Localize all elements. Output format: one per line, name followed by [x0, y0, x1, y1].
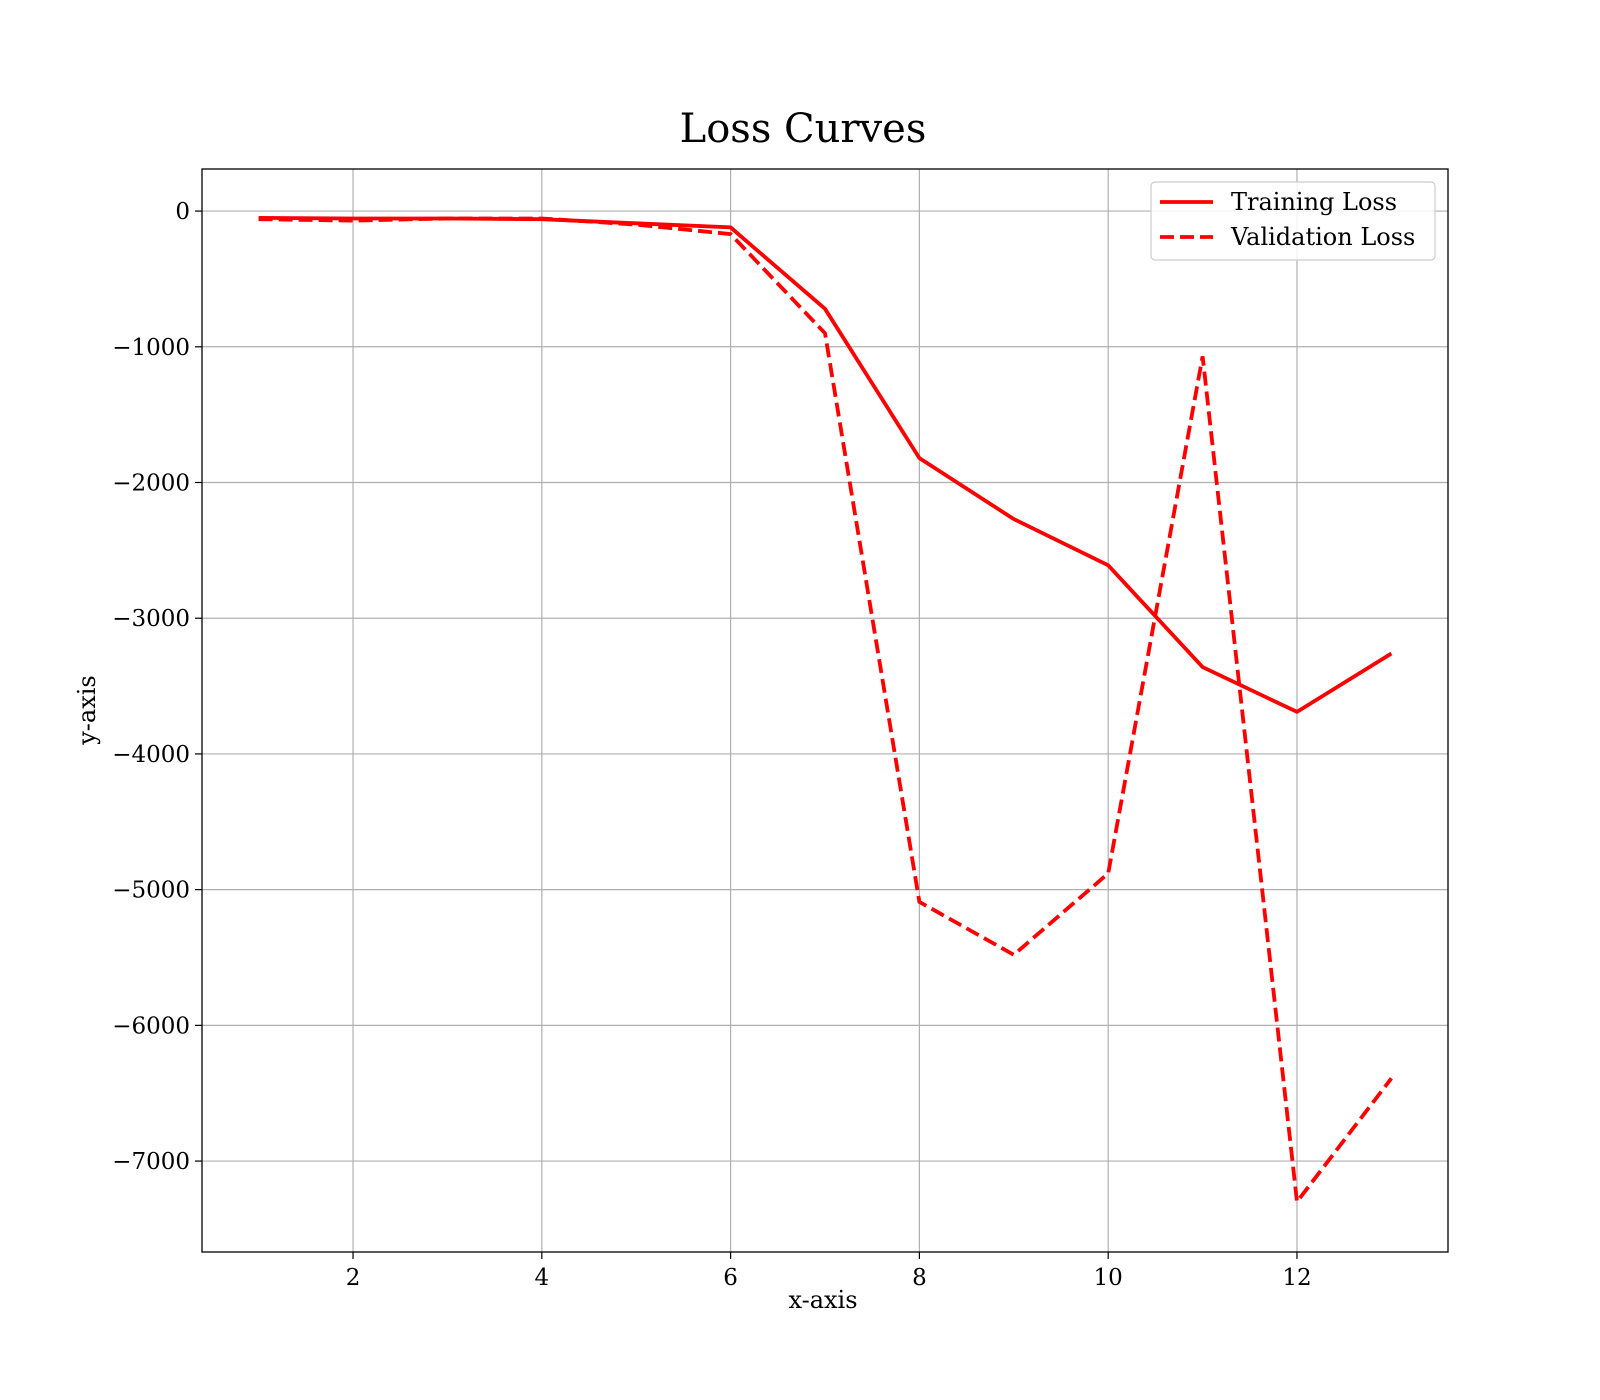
y-tick-label: −6000 — [112, 1013, 190, 1039]
legend-label-training-loss: Training Loss — [1231, 188, 1397, 216]
y-tick-label: −5000 — [112, 878, 190, 904]
y-tick-label: −7000 — [112, 1149, 190, 1175]
axis-ticks: 2 4 6 8 10 12 0 −1000 −2000 −3000 −4000 −5000 −6000 −… — [112, 199, 1311, 1291]
x-tick-label: 4 — [534, 1265, 549, 1291]
legend-label-validation-loss: Validation Loss — [1230, 223, 1415, 251]
x-tick-label: 6 — [723, 1265, 738, 1291]
x-tick-label: 12 — [1282, 1265, 1311, 1291]
x-tick-label: 10 — [1094, 1265, 1123, 1291]
y-tick-label: −3000 — [112, 606, 190, 632]
y-tick-label: 0 — [175, 199, 190, 225]
series-lines — [258, 216, 1393, 1207]
legend: Training Loss Validation Loss — [1150, 181, 1436, 261]
x-tick-label: 8 — [912, 1265, 927, 1291]
x-axis-label: x-axis — [788, 1286, 857, 1314]
y-tick-label: −1000 — [112, 335, 190, 361]
y-tick-label: −4000 — [112, 742, 190, 768]
series-line-training-loss — [258, 216, 1393, 715]
series-line-validation-loss — [258, 216, 1393, 1207]
y-axis-label: y-axis — [73, 675, 101, 746]
plot-area-frame — [201, 168, 1449, 1253]
legend-box — [1150, 181, 1436, 261]
chart-title: Loss Curves — [680, 106, 927, 152]
y-tick-label: −2000 — [112, 471, 190, 497]
x-tick-label: 2 — [346, 1265, 361, 1291]
